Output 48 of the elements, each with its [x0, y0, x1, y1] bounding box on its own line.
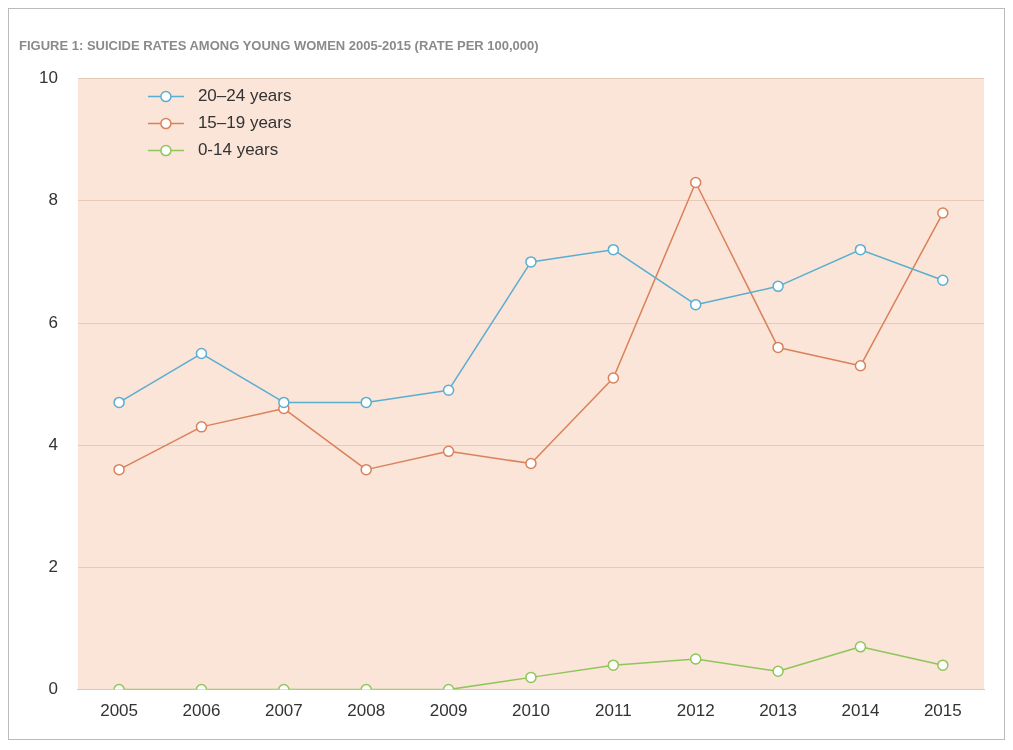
point	[854, 641, 867, 653]
point	[360, 463, 372, 476]
point	[525, 671, 537, 684]
x-tick-label: 2006	[182, 701, 221, 721]
y-tick-label: 2	[48, 557, 58, 577]
point	[607, 659, 620, 671]
legend-label: 15–19 years	[197, 113, 292, 133]
point	[607, 243, 620, 256]
y-tick-label: 10	[38, 68, 58, 88]
x-tick-label: 2014	[841, 701, 880, 721]
x-tick-label: 2015	[923, 701, 962, 721]
point	[525, 256, 537, 268]
point	[195, 421, 208, 433]
point	[854, 360, 867, 372]
y-tick-label: 8	[48, 190, 58, 210]
point	[442, 384, 455, 396]
point	[113, 463, 125, 476]
x-tick-label: 2012	[676, 701, 715, 721]
x-tick-label: 2007	[264, 701, 303, 721]
x-tick-label: 2009	[429, 701, 468, 721]
legend-label: 20–24 years	[197, 86, 292, 106]
point	[113, 396, 125, 409]
y-tick-label: 4	[48, 434, 58, 454]
point	[937, 274, 949, 286]
x-tick-label: 2005	[100, 701, 139, 721]
x-tick-label: 2011	[595, 701, 632, 721]
point	[689, 176, 702, 189]
x-tick-label: 2013	[759, 701, 797, 721]
point	[278, 396, 290, 409]
point	[360, 396, 372, 409]
chart-title: FIGURE 1: SUICIDE RATES AMONG YOUNG WOMEN 2005-2015 (RATE PER 100,000)	[19, 38, 539, 54]
y-tick-label: 0	[48, 679, 58, 699]
y-tick-label: 6	[48, 312, 58, 332]
point	[772, 665, 784, 678]
point	[854, 243, 867, 256]
point	[607, 372, 620, 384]
point	[772, 341, 784, 354]
x-tick-label: 2008	[347, 701, 386, 721]
point	[195, 347, 208, 360]
point	[689, 298, 702, 311]
x-tick-label: 2010	[512, 701, 550, 721]
point	[772, 280, 784, 293]
point	[442, 445, 455, 458]
point	[689, 653, 702, 665]
legend-label: 0-14 years	[197, 140, 279, 160]
point	[937, 207, 949, 219]
point	[525, 457, 537, 470]
point	[937, 659, 949, 671]
